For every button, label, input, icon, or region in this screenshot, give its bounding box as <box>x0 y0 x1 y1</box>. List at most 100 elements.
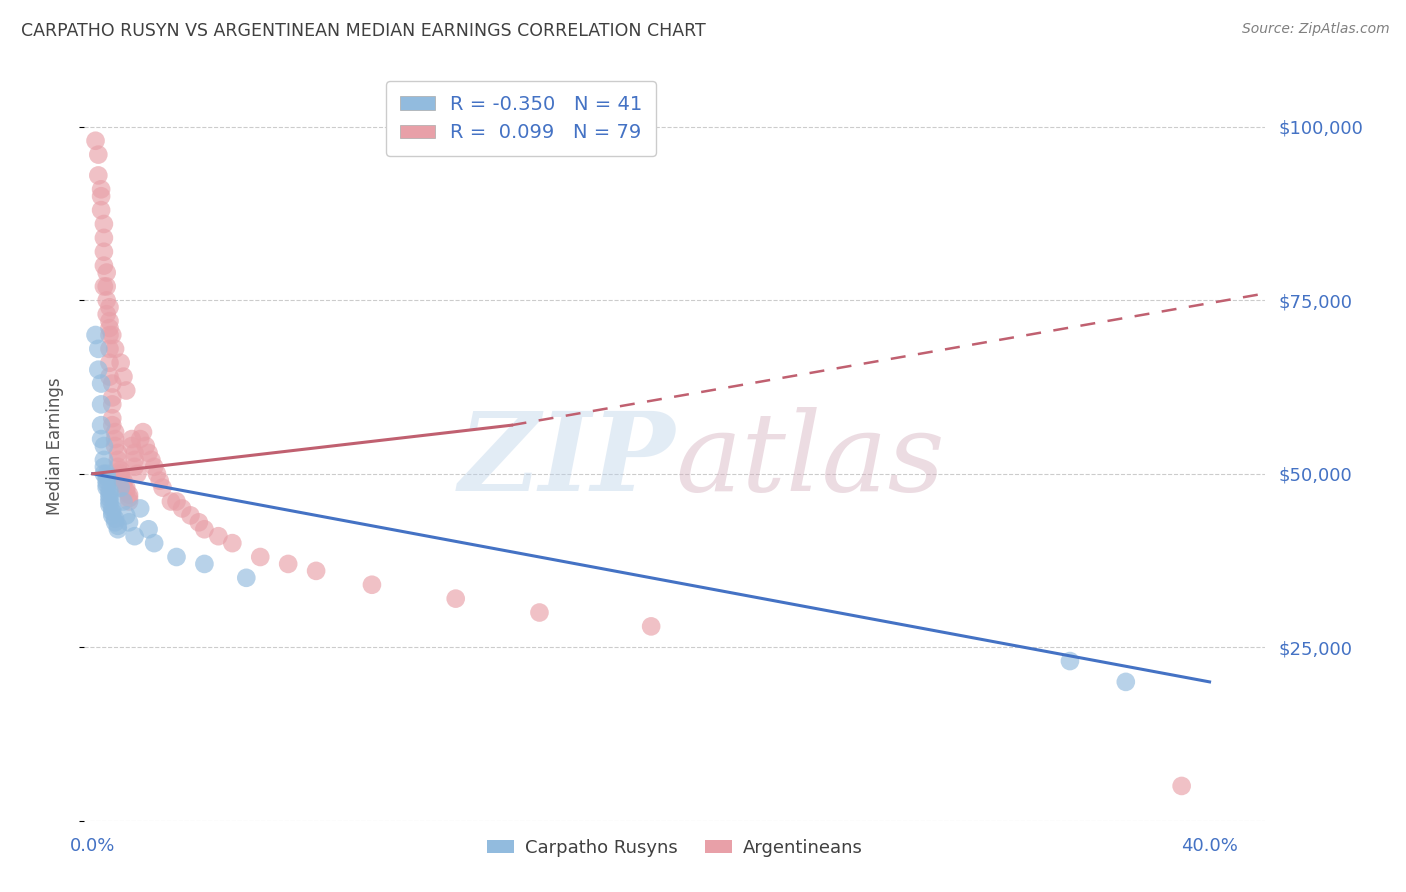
Point <box>87 147 110 161</box>
Point <box>96 279 118 293</box>
Point <box>124 529 146 543</box>
Point <box>143 459 166 474</box>
Point <box>93 279 115 293</box>
Point <box>221 536 243 550</box>
Point <box>132 425 155 439</box>
Point <box>90 189 112 203</box>
Point <box>160 494 183 508</box>
Point <box>98 494 121 508</box>
Point <box>93 459 115 474</box>
Point <box>98 314 121 328</box>
Point <box>115 508 138 523</box>
Point <box>118 516 141 530</box>
Point <box>1170 779 1192 793</box>
Point <box>135 439 157 453</box>
Point <box>93 231 115 245</box>
Point <box>98 498 121 512</box>
Point <box>101 501 124 516</box>
Point <box>96 266 118 280</box>
Point <box>93 217 115 231</box>
Point <box>118 491 141 505</box>
Point <box>90 397 112 411</box>
Point <box>101 505 124 519</box>
Point <box>90 432 112 446</box>
Point <box>104 512 127 526</box>
Point <box>138 522 160 536</box>
Text: CARPATHO RUSYN VS ARGENTINEAN MEDIAN EARNINGS CORRELATION CHART: CARPATHO RUSYN VS ARGENTINEAN MEDIAN EAR… <box>21 22 706 40</box>
Point <box>107 446 129 460</box>
Point <box>87 169 110 183</box>
Point <box>98 487 121 501</box>
Point <box>124 446 146 460</box>
Point <box>107 518 129 533</box>
Point <box>93 259 115 273</box>
Point <box>118 494 141 508</box>
Text: Source: ZipAtlas.com: Source: ZipAtlas.com <box>1241 22 1389 37</box>
Point <box>93 439 115 453</box>
Point <box>152 481 174 495</box>
Point <box>110 467 132 481</box>
Point <box>96 477 118 491</box>
Point <box>90 203 112 218</box>
Point <box>143 536 166 550</box>
Point <box>166 494 188 508</box>
Point <box>277 557 299 571</box>
Point <box>146 467 169 481</box>
Point <box>129 432 152 446</box>
Point <box>98 491 121 505</box>
Point <box>104 432 127 446</box>
Y-axis label: Median Earnings: Median Earnings <box>45 377 63 515</box>
Point <box>101 411 124 425</box>
Point <box>112 474 135 488</box>
Point <box>104 342 127 356</box>
Point <box>124 459 146 474</box>
Point <box>96 293 118 308</box>
Point <box>112 477 135 491</box>
Text: ZIP: ZIP <box>458 408 675 515</box>
Point <box>118 487 141 501</box>
Point <box>179 508 201 523</box>
Point <box>104 425 127 439</box>
Legend: Carpatho Rusyns, Argentineans: Carpatho Rusyns, Argentineans <box>479 831 870 864</box>
Point <box>90 182 112 196</box>
Point <box>101 328 124 343</box>
Point <box>124 453 146 467</box>
Point <box>96 467 118 481</box>
Point <box>96 481 118 495</box>
Point <box>193 557 215 571</box>
Point <box>110 470 132 484</box>
Point <box>1059 654 1081 668</box>
Point <box>104 439 127 453</box>
Point <box>138 446 160 460</box>
Point <box>235 571 257 585</box>
Point <box>187 516 209 530</box>
Point <box>107 522 129 536</box>
Point <box>110 481 132 495</box>
Point <box>87 362 110 376</box>
Point <box>84 134 107 148</box>
Point <box>141 453 163 467</box>
Point <box>98 484 121 499</box>
Point <box>172 501 194 516</box>
Point <box>121 439 143 453</box>
Point <box>93 467 115 481</box>
Point <box>104 516 127 530</box>
Point <box>93 453 115 467</box>
Point <box>112 494 135 508</box>
Point <box>98 321 121 335</box>
Point <box>96 470 118 484</box>
Text: atlas: atlas <box>675 408 945 515</box>
Point <box>110 463 132 477</box>
Point <box>110 356 132 370</box>
Point <box>98 356 121 370</box>
Point <box>96 307 118 321</box>
Point <box>112 369 135 384</box>
Point <box>115 484 138 499</box>
Point <box>101 508 124 523</box>
Point <box>207 529 229 543</box>
Point <box>93 244 115 259</box>
Point <box>101 391 124 405</box>
Point <box>129 501 152 516</box>
Point <box>640 619 662 633</box>
Point <box>115 384 138 398</box>
